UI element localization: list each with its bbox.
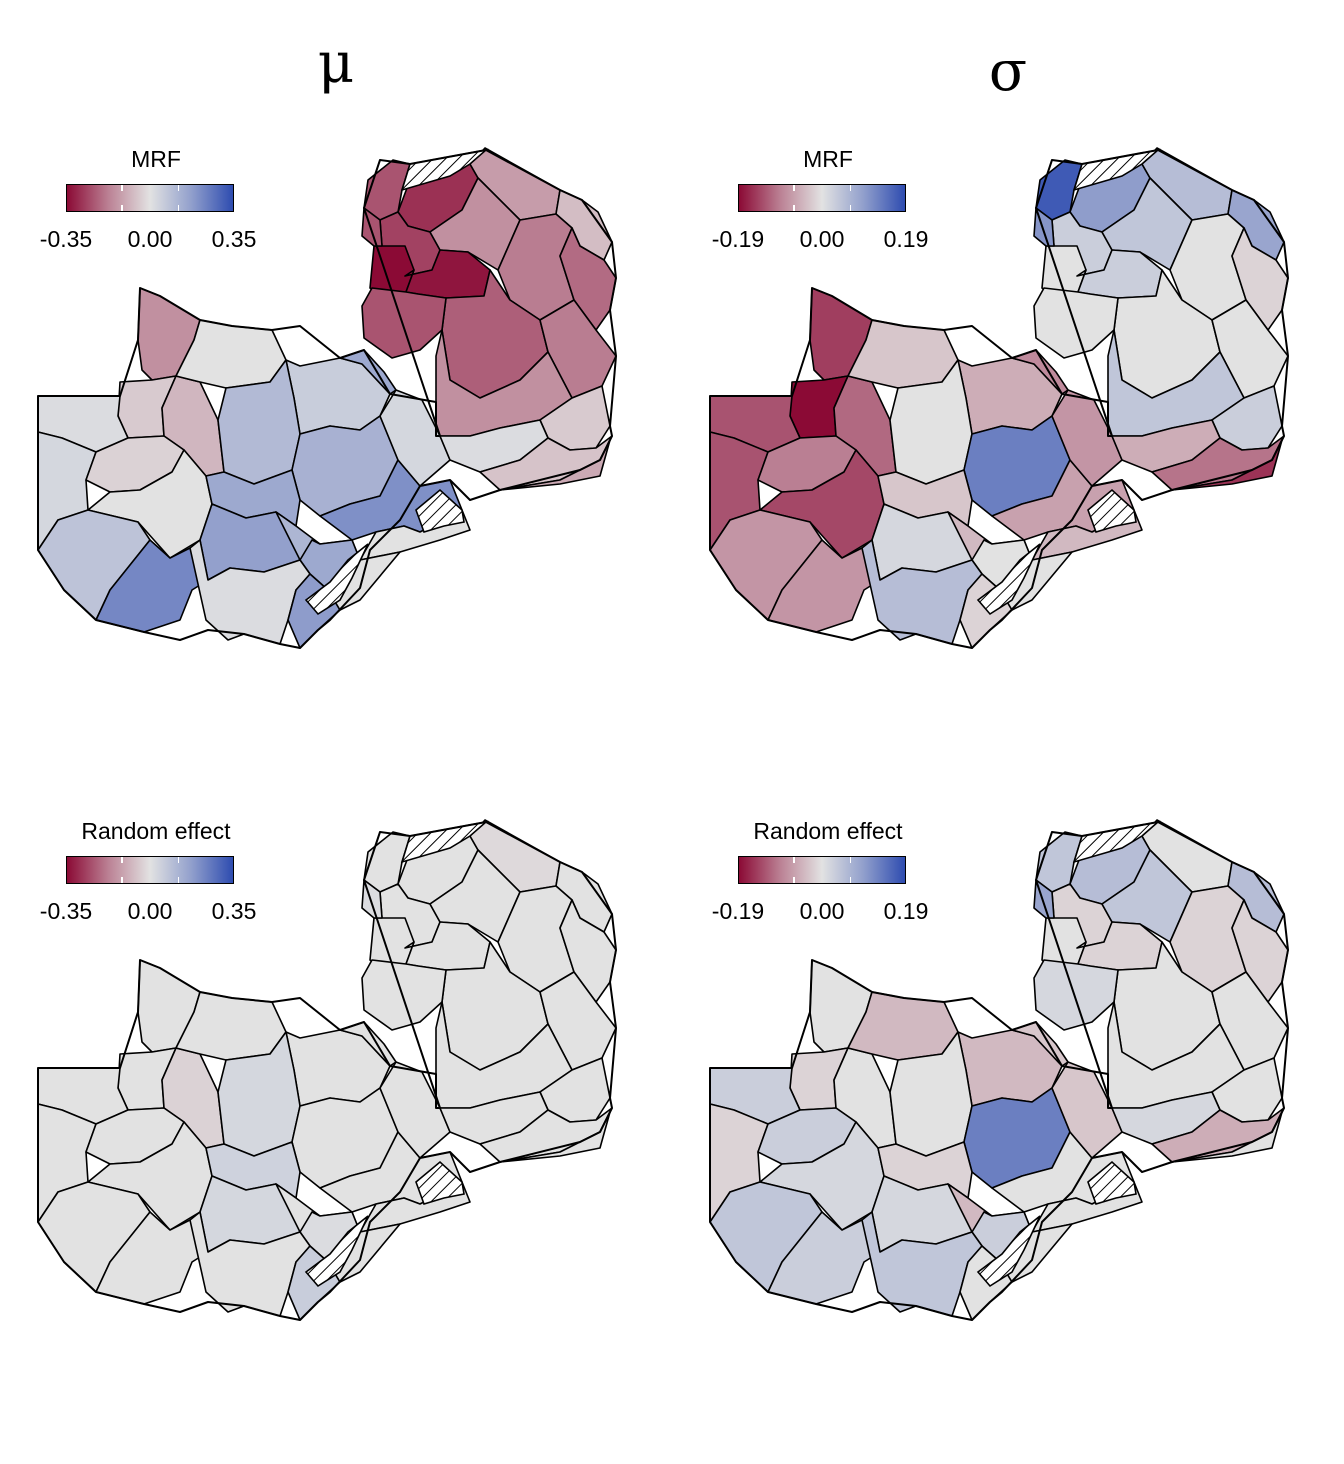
mu-mrf-map <box>37 147 617 649</box>
legend-title: Random effect <box>81 818 231 844</box>
country-outline <box>37 821 617 1321</box>
legend-tick <box>177 857 180 863</box>
hatched-no-data-region <box>976 543 1041 616</box>
mu-mrf-map-panel: MRF -0.35 0.00 0.35 <box>0 120 672 792</box>
legend-tick <box>121 205 123 211</box>
hatched-no-data-region <box>1087 1160 1137 1205</box>
legend-tick <box>121 185 123 191</box>
legend-title: Random effect <box>753 818 903 844</box>
sigma-mrf-map-panel: MRF -0.19 0.00 0.19 <box>672 120 1344 792</box>
hatched-no-data-region <box>415 1160 465 1205</box>
legend-tick <box>121 857 123 863</box>
legend-tick <box>793 185 795 191</box>
mu-random-effect-map <box>37 819 617 1321</box>
legend-min-label: -0.35 <box>39 226 93 252</box>
hatched-no-data-region <box>304 543 369 616</box>
legend-tick <box>849 877 852 883</box>
country-outline <box>709 149 1289 649</box>
legend-max-label: 0.35 <box>211 898 257 924</box>
legend-mid-label: 0.00 <box>127 898 173 924</box>
legend-tick <box>849 185 852 191</box>
legend-max-label: 0.19 <box>883 226 929 252</box>
legend-colorbar <box>66 856 234 884</box>
hatched-no-data-region <box>415 488 465 533</box>
legend-title: MRF <box>803 146 853 172</box>
sigma-random-effect-map <box>709 819 1289 1321</box>
legend-tick <box>849 857 852 863</box>
district-ne14 <box>361 287 447 359</box>
hatched-no-data-region <box>976 1215 1041 1288</box>
legend-min-label: -0.35 <box>39 898 93 924</box>
sigma-random-effect-map-panel: Random effect -0.19 0.00 0.19 <box>672 792 1344 1464</box>
legend-mid-label: 0.00 <box>127 226 173 252</box>
hatched-no-data-region <box>304 1215 369 1288</box>
legend-max-label: 0.19 <box>883 898 929 924</box>
column-title-mu: μ <box>317 31 355 96</box>
legend-colorbar <box>738 184 906 212</box>
country-outline <box>709 821 1289 1321</box>
legend-tick <box>177 185 180 191</box>
legend-tick <box>121 877 123 883</box>
hatched-no-data-region <box>1087 488 1137 533</box>
sigma-mrf-map <box>709 147 1289 649</box>
district-ne14 <box>361 959 447 1031</box>
legend-max-label: 0.35 <box>211 226 257 252</box>
district-ne14 <box>1033 287 1119 359</box>
legend-min-label: -0.19 <box>711 898 765 924</box>
legend-tick <box>793 877 795 883</box>
legend-tick <box>793 205 795 211</box>
legend-tick <box>177 205 180 211</box>
legend-min-label: -0.19 <box>711 226 765 252</box>
legend-title: MRF <box>131 146 181 172</box>
legend-colorbar <box>66 184 234 212</box>
legend-tick <box>177 877 180 883</box>
mu-random-effect-map-panel: Random effect -0.35 0.00 0.35 <box>0 792 672 1464</box>
district-ne14 <box>1033 959 1119 1031</box>
column-title-sigma: σ <box>988 39 1028 104</box>
legend-tick <box>849 205 852 211</box>
country-outline <box>37 149 617 649</box>
legend-mid-label: 0.00 <box>799 898 845 924</box>
legend-colorbar <box>738 856 906 884</box>
legend-tick <box>793 857 795 863</box>
legend-mid-label: 0.00 <box>799 226 845 252</box>
